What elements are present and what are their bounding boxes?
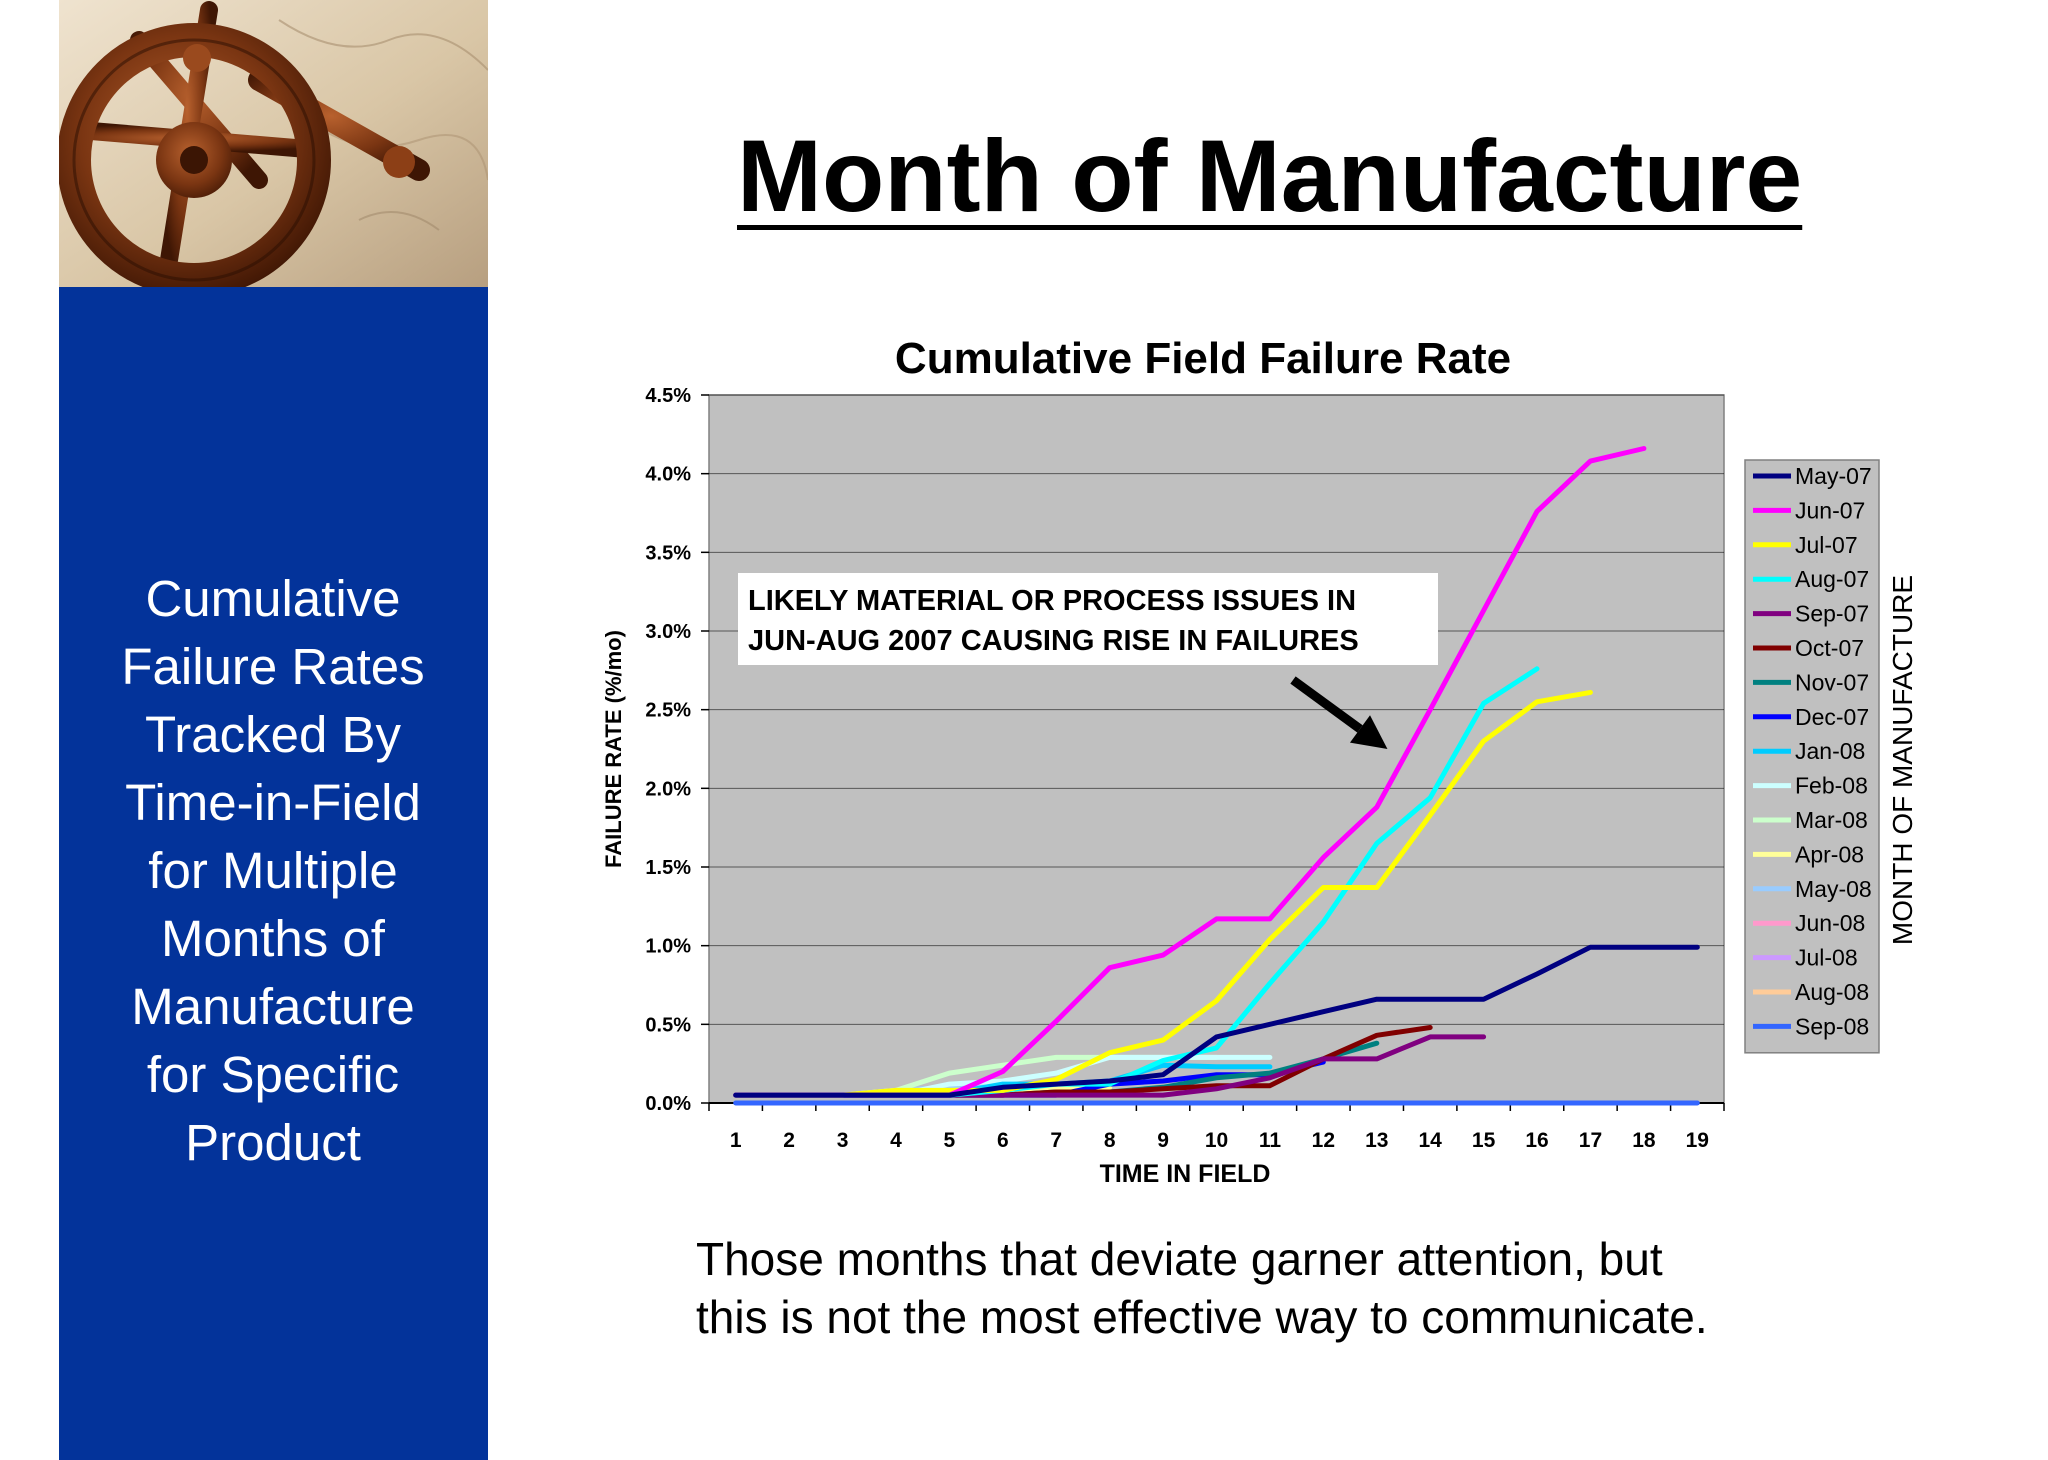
- caption-line: this is not the most effective way to co…: [696, 1291, 1708, 1343]
- x-tick-label: 9: [1157, 1129, 1169, 1152]
- y-tick-label: 1.0%: [645, 936, 691, 958]
- side-text-line: Failure Rates: [121, 638, 425, 695]
- x-tick-label: 2: [783, 1129, 795, 1152]
- side-description: Cumulative Failure Rates Tracked By Time-in…: [70, 565, 476, 1177]
- annotation-box: [738, 573, 1438, 665]
- y-tick-label: 0.5%: [645, 1014, 691, 1036]
- annotation-text: LIKELY MATERIAL OR PROCESS ISSUES IN: [748, 585, 1356, 617]
- side-text-line: Tracked By: [144, 706, 402, 763]
- side-text-line: for Specific: [146, 1046, 400, 1103]
- x-tick-label: 10: [1205, 1129, 1228, 1152]
- y-tick-label: 4.0%: [645, 464, 691, 486]
- side-panel: [59, 287, 488, 1460]
- annotation-arrow-head: [1349, 715, 1388, 749]
- legend-label: Sep-07: [1795, 601, 1869, 627]
- y-tick-label: 3.5%: [645, 542, 691, 564]
- y-axis-label: FAILURE RATE (%/mo): [601, 630, 626, 868]
- legend-label: Apr-08: [1795, 841, 1864, 867]
- x-tick-label: 12: [1312, 1129, 1335, 1152]
- legend-label: Jan-08: [1795, 738, 1865, 764]
- x-tick-label: 8: [1104, 1129, 1116, 1152]
- side-text-line: Time-in-Field: [125, 774, 421, 831]
- series-line-may-07: [733, 944, 1700, 1098]
- side-text-line: for Multiple: [148, 842, 398, 899]
- y-tick-label: 2.5%: [645, 700, 691, 722]
- legend-label: Jul-07: [1795, 532, 1858, 558]
- side-text-line: Manufacture: [131, 978, 415, 1035]
- legend-title: MONTH OF MANUFACTURE: [1887, 575, 1918, 945]
- y-tick-label: 4.5%: [645, 385, 691, 407]
- x-tick-label: 19: [1686, 1129, 1709, 1152]
- legend-label: Jul-08: [1795, 945, 1858, 971]
- x-tick-label: 1: [730, 1129, 742, 1152]
- x-tick-label: 4: [890, 1129, 902, 1152]
- x-tick-label: 17: [1579, 1129, 1602, 1152]
- x-tick-label: 3: [837, 1129, 849, 1152]
- x-tick-label: 15: [1472, 1129, 1496, 1152]
- legend-label: Oct-07: [1795, 635, 1864, 661]
- side-text-line: Cumulative: [145, 570, 401, 627]
- legend-label: Jun-07: [1795, 497, 1865, 523]
- y-tick-label: 3.0%: [645, 621, 691, 643]
- legend-label: May-08: [1795, 876, 1872, 902]
- legend-label: Mar-08: [1795, 807, 1868, 833]
- caption-line: Those months that deviate garner attenti…: [696, 1233, 1663, 1285]
- legend-box: [1744, 459, 1880, 1054]
- x-tick-label: 5: [944, 1129, 956, 1152]
- series-line-jul-07: [733, 689, 1593, 1098]
- plot-area: [708, 394, 1725, 1104]
- ship-wheel-photo: [59, 0, 488, 287]
- annotation-arrow-shaft: [1290, 676, 1363, 733]
- x-axis-label: TIME IN FIELD: [1100, 1160, 1271, 1188]
- legend-label: Feb-08: [1795, 773, 1868, 799]
- x-tick-label: 6: [997, 1129, 1009, 1152]
- x-tick-label: 11: [1259, 1129, 1282, 1152]
- legend-label: Aug-08: [1795, 979, 1869, 1005]
- side-text-line: Months of: [161, 910, 385, 967]
- x-tick-label: 16: [1525, 1129, 1548, 1152]
- legend-label: Aug-07: [1795, 566, 1869, 592]
- x-tick-label: 7: [1050, 1129, 1062, 1152]
- slide-title: Month of Manufacture: [737, 119, 1803, 233]
- x-tick-label: 14: [1419, 1129, 1443, 1152]
- x-tick-label: 13: [1365, 1129, 1388, 1152]
- y-tick-label: 1.5%: [645, 857, 691, 879]
- x-tick-label: 18: [1632, 1129, 1656, 1152]
- legend-label: May-07: [1795, 463, 1872, 489]
- legend-label: Dec-07: [1795, 704, 1869, 730]
- y-tick-label: 0.0%: [645, 1093, 691, 1115]
- chart-title: Cumulative Field Failure Rate: [895, 334, 1511, 383]
- annotation-text: JUN-AUG 2007 CAUSING RISE IN FAILURES: [748, 625, 1359, 657]
- legend-label: Jun-08: [1795, 910, 1865, 936]
- side-text-line: Product: [185, 1114, 361, 1171]
- slide-caption: Those months that deviate garner attenti…: [696, 1230, 1708, 1346]
- y-tick-label: 2.0%: [645, 778, 691, 800]
- legend-label: Nov-07: [1795, 669, 1869, 695]
- legend-label: Sep-08: [1795, 1013, 1869, 1039]
